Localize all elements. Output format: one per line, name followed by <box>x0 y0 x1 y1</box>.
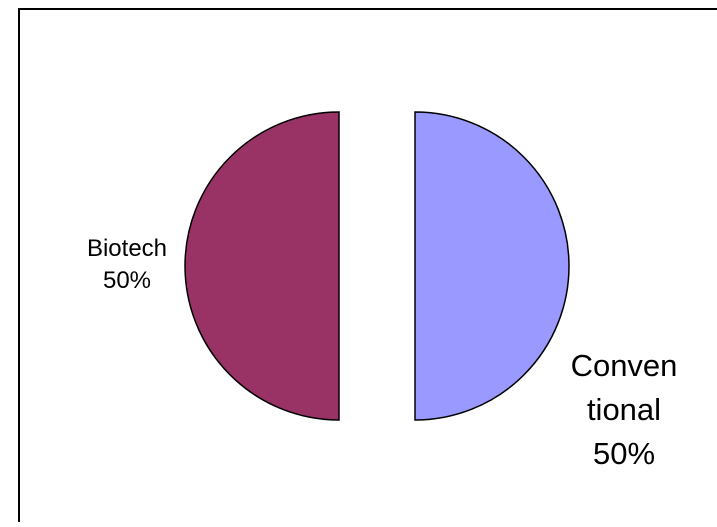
slice-label-line: tional <box>587 392 661 427</box>
slice-label-biotech: Biotech 50% <box>87 235 167 294</box>
pie-slice-biotech <box>184 111 340 421</box>
slice-label-conventional: Conven tional 50% <box>571 348 678 471</box>
pie-slice-conventional <box>414 111 570 421</box>
plot-area-border <box>18 8 717 527</box>
slice-label-line: Biotech <box>87 235 167 262</box>
slice-label-line: 50% <box>103 267 151 294</box>
slice-label-line: 50% <box>593 436 655 471</box>
slice-label-line: Conven <box>571 348 678 383</box>
